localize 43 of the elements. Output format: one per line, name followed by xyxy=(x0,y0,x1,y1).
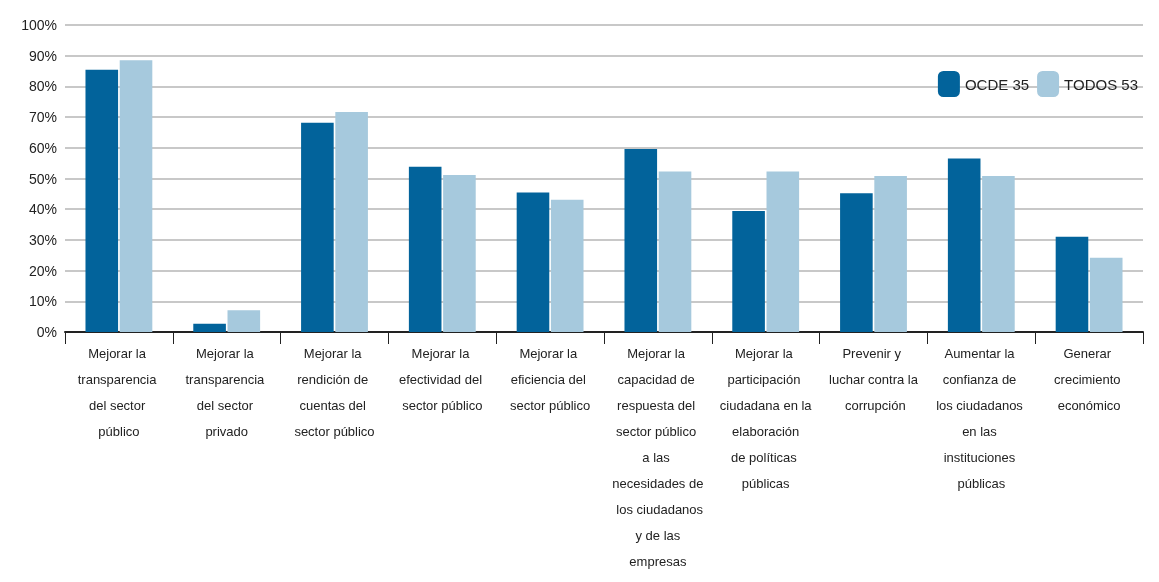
bar xyxy=(947,158,981,332)
bar xyxy=(443,175,476,332)
x-tick-label: Mejorar la eficiencia del sector público xyxy=(509,345,591,413)
x-tick-label: Mejorar la participación ciudadana en la elaboración de políticas públicas xyxy=(719,345,813,491)
bar xyxy=(193,323,226,332)
bar xyxy=(227,310,261,332)
bar xyxy=(874,176,907,332)
bar xyxy=(766,171,800,332)
y-tick-label: 100% xyxy=(21,17,57,33)
bar xyxy=(335,111,368,332)
legend-label: OCDE 35 xyxy=(964,75,1030,93)
bar xyxy=(732,211,765,332)
bar xyxy=(840,193,873,332)
y-tick-label: 40% xyxy=(28,201,57,218)
x-tick-label: Mejorar la transparencia del sector público xyxy=(77,345,161,439)
x-tick-label: Generar crecimiento económico xyxy=(1054,345,1125,413)
y-tick-label: 20% xyxy=(28,262,57,279)
y-tick-label: 10% xyxy=(28,293,57,310)
x-tick-label: Mejorar la rendición de cuentas del sector público xyxy=(294,345,375,439)
y-tick-label: 30% xyxy=(28,231,57,248)
bar xyxy=(658,171,692,332)
bar xyxy=(624,149,658,332)
bar xyxy=(1089,257,1123,332)
y-tick-label: 90% xyxy=(28,47,57,64)
bar xyxy=(516,192,550,332)
bar xyxy=(408,166,442,332)
bar xyxy=(550,199,584,332)
bar xyxy=(119,60,153,332)
bar xyxy=(982,176,1015,332)
x-tick-label: Mejorar la transparencia del sector privado xyxy=(185,345,268,439)
y-tick-label: 60% xyxy=(28,139,57,156)
y-tick-label: 70% xyxy=(28,109,57,126)
x-tick-label: Prevenir y luchar contra la corrupción xyxy=(829,345,919,413)
category-label: Mejorar la capacidad de respuesta del sector público a las necesidades de los ciudadanos y de las empresas xyxy=(612,345,704,569)
bar xyxy=(301,122,334,332)
y-tick-label: 50% xyxy=(28,170,57,187)
x-tick-label: Aumentar la confianza de los ciudadanos en las instituciones públicas xyxy=(936,345,1027,491)
y-tick-label: 80% xyxy=(28,78,57,95)
y-tick-label: 0% xyxy=(36,324,57,340)
legend-label: TODOS 53 xyxy=(1064,75,1139,93)
bar xyxy=(85,69,119,332)
x-tick-label: Mejorar la efectividad del sector público xyxy=(398,345,486,413)
bar xyxy=(1055,236,1089,332)
